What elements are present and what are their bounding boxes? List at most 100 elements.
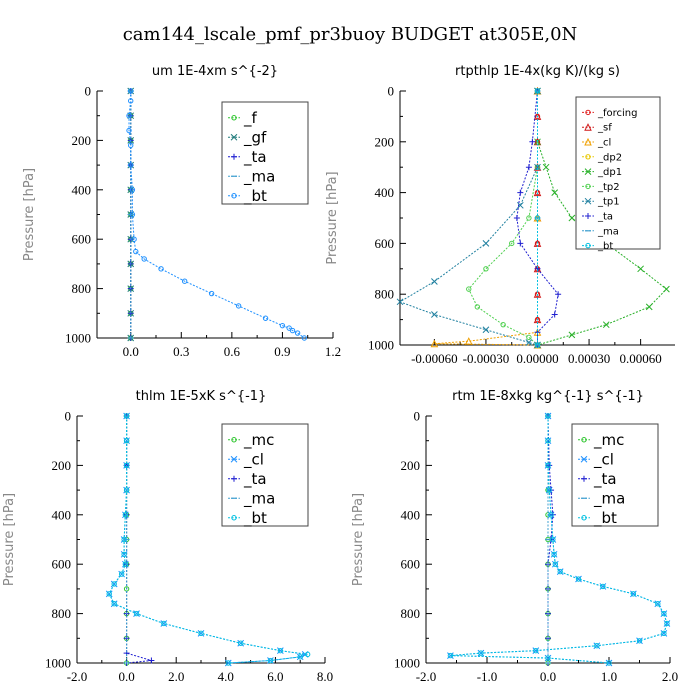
data-point — [660, 610, 668, 617]
data-point — [545, 462, 551, 469]
data-point — [661, 610, 667, 617]
data-point — [525, 339, 533, 346]
data-point — [237, 640, 244, 646]
series-line — [398, 91, 538, 346]
data-point — [568, 331, 576, 339]
data-point — [447, 652, 454, 659]
x-tick-label: 2.0 — [168, 669, 184, 684]
data-point — [106, 591, 112, 597]
y-tick-label: 200 — [375, 134, 395, 149]
data-point — [121, 551, 127, 558]
figure-title: cam144_lscale_pmf_pr3buoy BUDGET at305E,… — [123, 24, 578, 45]
data-point — [161, 620, 167, 627]
data-point — [525, 164, 532, 171]
legend-entry: _mc — [593, 431, 624, 450]
data-point — [225, 660, 231, 666]
series-ta — [513, 88, 562, 348]
y-tick-label: 200 — [52, 458, 72, 473]
y-axis-label: Pressure [hPa] — [325, 171, 340, 264]
panel-2: rtpthlp 1E-4x(kg K)/(kg s) 0 200 400 600 800 1… — [325, 64, 675, 366]
data-point — [636, 638, 643, 644]
data-point — [279, 322, 286, 329]
y-tick-label: 1000 — [394, 656, 420, 671]
data-point — [277, 647, 284, 655]
data-point — [128, 88, 134, 94]
data-point — [542, 163, 550, 171]
x-tick-label: 4.0 — [218, 669, 234, 684]
data-point — [550, 536, 556, 543]
series-line — [126, 416, 152, 664]
x-tick-label: 1.0 — [601, 669, 617, 684]
data-point — [516, 201, 524, 209]
data-point — [533, 290, 542, 298]
y-tick-label: 800 — [52, 606, 72, 621]
y-tick-label: 600 — [375, 236, 395, 251]
data-point — [128, 162, 134, 168]
legend-entry: _dp1 — [597, 167, 622, 178]
data-point — [545, 438, 551, 444]
y-tick-label: 200 — [401, 458, 421, 473]
data-point — [483, 266, 489, 272]
y-tick-label: 400 — [401, 507, 421, 522]
x-tick-label: 6.0 — [267, 669, 283, 684]
legend-entry: _gf — [243, 129, 267, 148]
y-tick-label: 1000 — [368, 338, 394, 353]
data-point — [396, 298, 404, 306]
x-tick-label: 0.9 — [274, 344, 290, 359]
data-point — [181, 278, 188, 284]
data-point — [551, 551, 557, 558]
legend: _forcing _sf _cl _dp2 _dp1 _tp2 _tp1 _ta _ma _bt — [575, 96, 661, 252]
y-tick-label: 0 — [65, 409, 72, 424]
x-tick-label: 8.0 — [317, 669, 333, 684]
panel-3: thlm 1E-5xK s^{-1} 0 200 400 600 800 1000-2.0 0… — [2, 389, 333, 684]
data-point — [123, 413, 130, 419]
y-tick-label: 800 — [401, 606, 421, 621]
data-point — [277, 647, 284, 654]
legend-entry: _dp2 — [597, 152, 622, 163]
x-tick-label: 0.0 — [123, 344, 139, 359]
legend-entry: _tp1 — [597, 197, 620, 208]
data-point — [550, 550, 558, 558]
x-tick-label: -0.00030 — [463, 351, 510, 366]
panel-1: um 1E-4xm s^{-2} 0 200 400 600 800 1000 0.0 0.3 0… — [22, 64, 341, 359]
panel-title: rtm 1E-8xkg kg^{-1} s^{-1} — [452, 389, 644, 404]
data-point — [594, 643, 600, 649]
series-line — [468, 91, 538, 346]
y-tick-label: 800 — [72, 281, 92, 296]
data-point — [533, 647, 539, 654]
y-tick-label: 600 — [52, 557, 72, 572]
data-point — [630, 591, 637, 597]
x-tick-label: 0.0 — [540, 669, 556, 684]
data-point — [126, 127, 132, 134]
data-point — [661, 630, 667, 637]
data-point — [548, 512, 554, 518]
data-point — [545, 413, 551, 419]
x-tick-label: 0.6 — [224, 344, 241, 359]
y-tick-label: 1000 — [45, 656, 71, 671]
data-point — [158, 266, 164, 272]
legend-entry: _bt — [243, 509, 267, 528]
legend-entry: _cl — [593, 451, 614, 470]
data-point — [148, 657, 155, 664]
data-point — [517, 240, 524, 247]
data-point — [128, 98, 134, 104]
data-point — [111, 581, 117, 587]
panel-title: thlm 1E-5xK s^{-1} — [136, 389, 267, 404]
data-point — [663, 285, 670, 293]
y-tick-label: 400 — [52, 507, 72, 522]
series-bt — [534, 88, 541, 348]
legend: _mc_cl_ta_ma_bt — [221, 423, 309, 528]
data-point — [546, 487, 552, 493]
data-point — [533, 188, 542, 197]
series-bt — [106, 413, 311, 666]
data-point — [431, 311, 438, 318]
data-point — [129, 211, 136, 218]
legend-entry: _ta — [243, 148, 267, 167]
y-tick-label: 0 — [388, 84, 395, 99]
panel-title: rtpthlp 1E-4x(kg K)/(kg s) — [455, 64, 620, 79]
data-point — [600, 583, 606, 590]
series-bt — [126, 88, 308, 341]
data-point — [474, 304, 481, 310]
data-point — [133, 610, 140, 617]
